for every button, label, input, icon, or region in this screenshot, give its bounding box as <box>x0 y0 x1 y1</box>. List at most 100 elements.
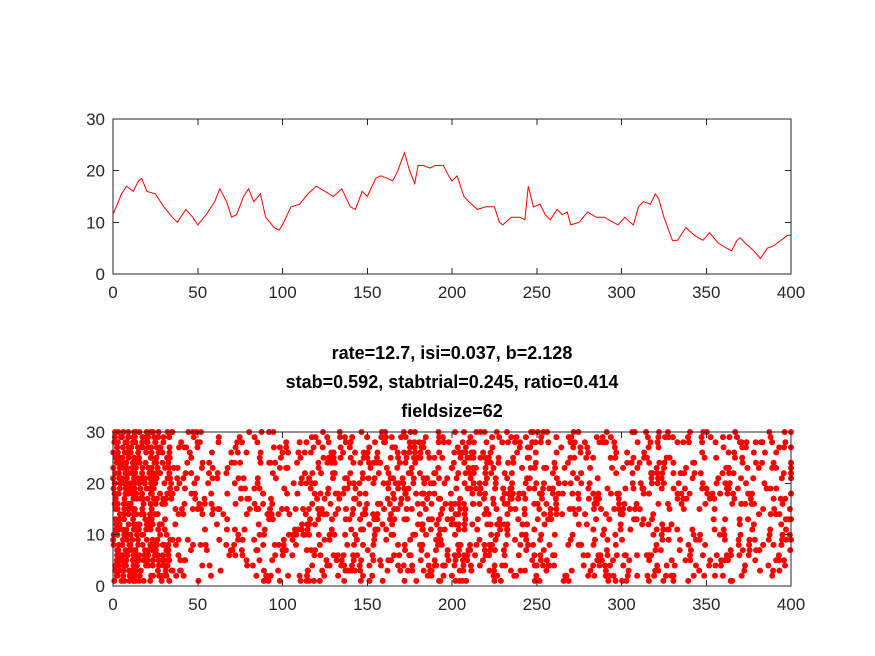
spike-point <box>525 541 532 548</box>
spike-point <box>309 562 316 569</box>
spike-point <box>140 577 147 584</box>
spike-point <box>298 480 305 487</box>
spike-point <box>496 516 503 523</box>
spike-point <box>783 536 790 543</box>
spike-point <box>537 552 544 559</box>
spike-point <box>460 567 467 574</box>
spike-point <box>445 439 452 446</box>
spike-point <box>515 552 522 559</box>
spike-point <box>199 511 206 518</box>
spike-point <box>424 552 431 559</box>
spike-point <box>135 526 142 533</box>
spike-point <box>670 485 677 492</box>
spike-point <box>297 577 304 584</box>
spike-point <box>282 547 289 554</box>
spike-point <box>269 470 276 477</box>
spike-point <box>324 490 331 497</box>
spike-point <box>246 506 253 512</box>
spike-point <box>569 531 576 538</box>
plot1-xtick-label: 300 <box>607 283 635 302</box>
spike-point <box>177 567 184 574</box>
spike-point <box>436 449 443 456</box>
spike-point <box>395 480 402 487</box>
spike-point <box>444 552 451 559</box>
spike-point <box>491 567 497 574</box>
spike-point <box>265 577 272 584</box>
spike-point <box>292 506 299 512</box>
spike-point <box>378 434 385 441</box>
spike-point <box>711 495 718 502</box>
spike-point <box>162 516 168 523</box>
spike-point <box>302 511 309 518</box>
spike-point <box>121 511 128 518</box>
spike-point <box>326 536 333 543</box>
spike-point <box>502 541 509 548</box>
spike-point <box>462 516 469 523</box>
spike-point <box>515 495 522 502</box>
spike-point <box>731 449 738 456</box>
spike-point <box>712 562 719 569</box>
spike-point <box>481 511 488 518</box>
spike-point <box>492 536 499 543</box>
spike-point <box>167 475 173 482</box>
spike-point <box>532 439 539 446</box>
spike-point <box>253 572 260 579</box>
plot2-xtick-label: 250 <box>523 595 551 614</box>
spike-point <box>260 490 267 497</box>
spike-point <box>401 577 408 584</box>
spike-point <box>327 500 334 507</box>
spike-point <box>526 485 533 492</box>
spike-point <box>750 475 757 482</box>
spike-point <box>310 577 317 584</box>
spike-point <box>596 562 603 569</box>
plot2-xtick-label: 100 <box>268 595 296 614</box>
spike-point <box>665 434 672 441</box>
spike-point <box>362 506 369 512</box>
spike-point <box>341 577 348 584</box>
spike-point <box>677 536 683 543</box>
spike-point <box>646 557 653 564</box>
spike-point <box>680 506 687 512</box>
spike-point <box>432 470 439 477</box>
spike-point <box>228 449 235 456</box>
spike-point <box>681 485 688 492</box>
spike-point <box>706 495 713 502</box>
spike-point <box>449 464 456 471</box>
spike-point <box>135 454 142 461</box>
spike-point <box>133 490 140 497</box>
spike-point <box>604 552 611 559</box>
spike-point <box>497 577 504 584</box>
spike-point <box>581 439 588 446</box>
spike-point <box>522 480 529 487</box>
spike-point <box>272 552 279 559</box>
spike-point <box>448 521 455 528</box>
spike-point <box>131 572 138 579</box>
spike-point <box>407 536 414 543</box>
spike-point <box>703 485 710 492</box>
spike-point <box>507 567 514 574</box>
spike-point <box>624 449 631 456</box>
spike-point <box>523 536 530 543</box>
spike-point <box>726 470 733 477</box>
spike-point <box>654 562 661 569</box>
spike-point <box>114 449 121 456</box>
spike-point <box>725 557 731 564</box>
spike-point <box>150 485 157 492</box>
spike-point <box>738 500 745 507</box>
spike-point <box>306 531 312 538</box>
spike-point <box>509 480 516 487</box>
spike-point <box>121 495 128 502</box>
spike-point <box>176 444 183 451</box>
spike-point <box>600 531 606 538</box>
spike-point <box>734 485 741 492</box>
spike-point <box>470 454 477 461</box>
spike-point <box>492 480 499 487</box>
spike-point <box>209 511 216 518</box>
spike-point <box>174 475 181 482</box>
spike-point <box>147 511 154 518</box>
spike-point <box>162 500 168 507</box>
spike-point <box>690 572 697 579</box>
spike-point <box>267 506 273 512</box>
spike-point <box>538 434 545 441</box>
spike-point <box>403 516 410 523</box>
